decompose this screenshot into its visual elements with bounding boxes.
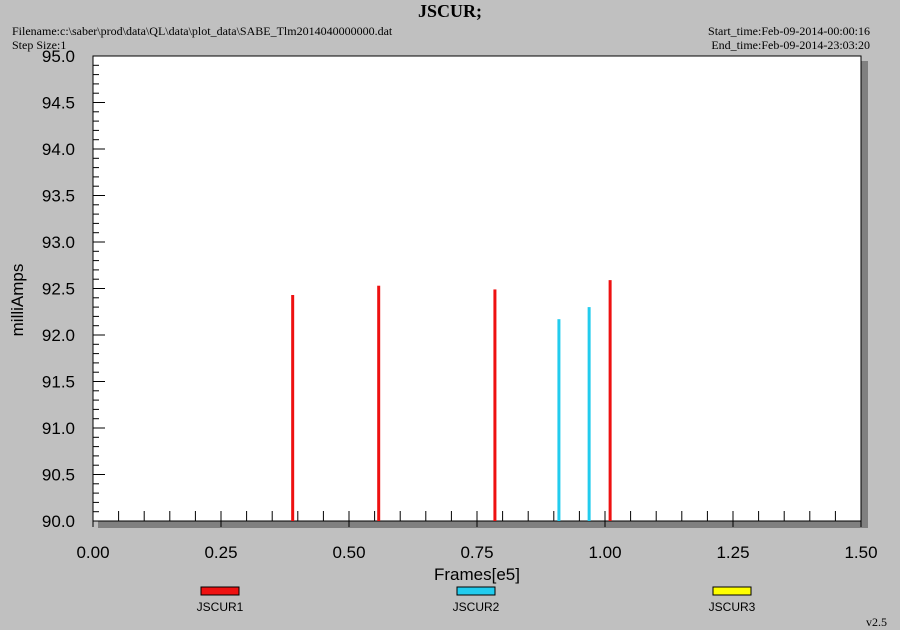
y-tick-label: 95.0 xyxy=(42,47,75,66)
x-tick-label: 1.00 xyxy=(588,543,621,562)
y-tick-label: 90.5 xyxy=(42,466,75,485)
x-tick-label: 0.50 xyxy=(332,543,365,562)
x-tick-label: 0.75 xyxy=(460,543,493,562)
legend-swatch-jscur2 xyxy=(456,586,496,596)
end-time-label: End_time:Feb-09-2014-23:03:20 xyxy=(711,38,870,52)
plot-area xyxy=(92,55,862,522)
x-tick-label: 0.25 xyxy=(204,543,237,562)
x-tick-label: 1.50 xyxy=(844,543,877,562)
legend-label-jscur2: JSCUR2 xyxy=(453,600,500,614)
legend-label-jscur3: JSCUR3 xyxy=(709,600,756,614)
y-tick-label: 92.5 xyxy=(42,280,75,299)
y-tick-label: 93.5 xyxy=(42,187,75,206)
y-tick-label: 90.0 xyxy=(42,512,75,531)
x-tick-label: 0.00 xyxy=(76,543,109,562)
legend-swatch-jscur1 xyxy=(200,586,240,596)
legend: JSCUR1 JSCUR2 JSCUR3 xyxy=(197,586,756,614)
chart-title: JSCUR; xyxy=(417,1,482,21)
step-size-label: Step Size:1 xyxy=(12,38,67,52)
bar-jscur2 xyxy=(557,319,561,521)
y-tick-label: 91.0 xyxy=(42,419,75,438)
bar-jscur1 xyxy=(377,285,381,521)
y-tick-label: 92.0 xyxy=(42,326,75,345)
y-tick-label: 91.5 xyxy=(42,373,75,392)
bar-jscur2 xyxy=(587,307,591,521)
legend-swatch-jscur3 xyxy=(712,586,752,596)
y-tick-label: 94.0 xyxy=(42,140,75,159)
legend-label-jscur1: JSCUR1 xyxy=(197,600,244,614)
ticks-group: 0.00 0.25 0.50 0.75 1.00 1.25 1.50 90.0 90.5 91.0… xyxy=(42,47,878,562)
version-label: v2.5 xyxy=(866,615,887,629)
bars-group xyxy=(291,280,612,521)
y-tick-label: 93.0 xyxy=(42,233,75,252)
start-time-label: Start_time:Feb-09-2014-00:00:16 xyxy=(708,24,870,38)
y-axis-label: milliAmps xyxy=(8,264,27,337)
bar-jscur1 xyxy=(608,280,612,521)
filename-label: Filename:c:\saber\prod\data\QL\data\plot… xyxy=(12,24,393,38)
x-tick-label: 1.25 xyxy=(716,543,749,562)
x-axis-label: Frames[e5] xyxy=(434,565,520,584)
bar-jscur1 xyxy=(291,295,295,521)
bar-jscur1 xyxy=(493,289,497,521)
y-tick-label: 94.5 xyxy=(42,94,75,113)
